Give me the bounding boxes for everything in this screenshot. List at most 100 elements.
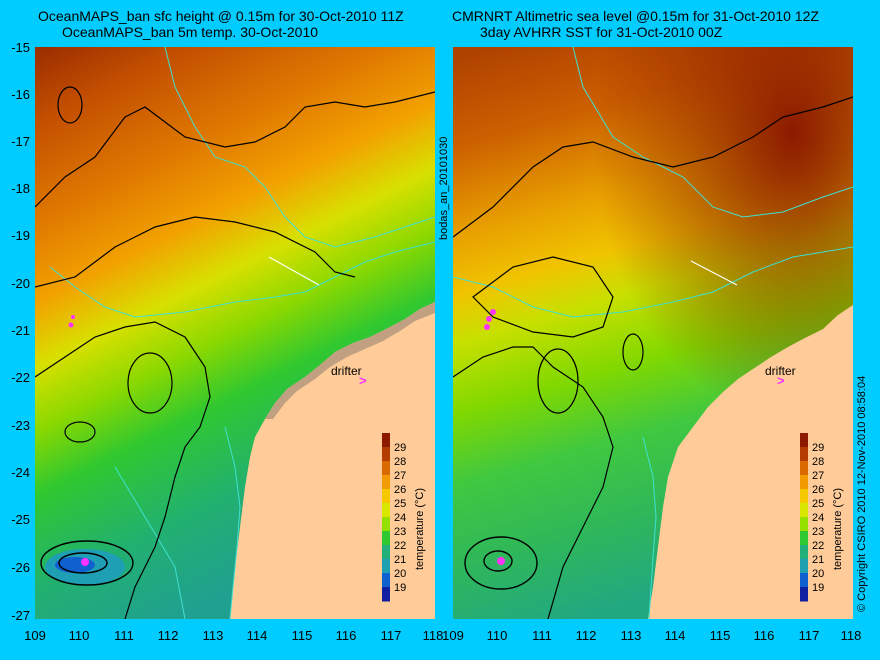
lon-label: 118 — [422, 628, 444, 643]
ssh-contour — [40, 540, 134, 586]
colorbar-swatch — [800, 503, 808, 518]
right-map-svg: drifter > — [453, 47, 853, 619]
left-map-svg: drifter > — [35, 47, 435, 619]
lon-label: 117 — [380, 628, 402, 643]
lon-label: 112 — [157, 628, 179, 643]
colorbar-tick-label: 19 — [394, 582, 406, 594]
lat-label: -23 — [11, 418, 30, 433]
drifter-icon: > — [777, 373, 785, 388]
colorbar-swatch — [800, 489, 808, 504]
colorbar-tick-label: 23 — [394, 526, 406, 538]
left-colorbar-title: temperature (°C) — [414, 487, 426, 570]
colorbar-tick-label: 28 — [812, 456, 824, 468]
float-marker — [486, 316, 492, 322]
drifter-label: drifter — [765, 364, 796, 378]
lat-label: -25 — [11, 512, 30, 527]
colorbar-swatch — [800, 461, 808, 476]
lat-label: -20 — [11, 276, 30, 291]
colorbar-tick-label: 26 — [394, 484, 406, 496]
colorbar-tick-label: 23 — [812, 526, 824, 538]
colorbar-tick-label: 20 — [812, 568, 824, 580]
lon-label: 110 — [486, 628, 508, 643]
colorbar-swatch — [382, 461, 390, 476]
isobath — [49, 241, 435, 318]
float-marker — [68, 322, 74, 328]
colorbar-swatch — [800, 545, 808, 560]
lon-label: 117 — [798, 628, 820, 643]
colorbar-swatch — [800, 587, 808, 602]
coastal-shelf — [265, 302, 435, 419]
lon-label: 111 — [114, 628, 134, 643]
colorbar-tick-label: 26 — [812, 484, 824, 496]
colorbar-swatch — [800, 433, 808, 448]
colorbar-swatch — [382, 503, 390, 518]
lat-label: -22 — [11, 370, 30, 385]
lat-label: -16 — [11, 87, 30, 102]
right-colorbar-title: temperature (°C) — [832, 487, 844, 570]
colorbar-swatch — [800, 447, 808, 462]
lat-label: -17 — [11, 134, 30, 149]
isobath — [572, 47, 853, 218]
left-title-line2: OceanMAPS_ban 5m temp. 30-Oct-2010 — [62, 24, 319, 40]
float-marker — [71, 315, 75, 319]
drifter-icon: > — [359, 373, 367, 388]
lon-label: 113 — [620, 628, 642, 643]
ssh-contour — [472, 256, 614, 338]
lon-label: 109 — [24, 628, 46, 643]
isobath — [114, 466, 186, 619]
lon-label: 110 — [68, 628, 90, 643]
ssh-contour — [35, 321, 211, 619]
lat-label: -27 — [11, 608, 30, 623]
lat-label: -18 — [11, 181, 30, 196]
colorbar-swatch — [382, 475, 390, 490]
lon-label: 114 — [664, 628, 686, 643]
ssh-contour — [537, 348, 579, 414]
colorbar-swatch — [800, 573, 808, 588]
left-map-panel: drifter > — [35, 47, 435, 619]
ssh-contour — [622, 333, 644, 371]
ssh-contour — [64, 421, 96, 443]
isobath — [224, 426, 241, 619]
colorbar-swatch — [382, 489, 390, 504]
isobath — [642, 436, 657, 619]
ssh-contour — [453, 346, 614, 619]
ssh-contour — [127, 352, 173, 414]
colorbar-tick-label: 20 — [394, 568, 406, 580]
float-marker — [497, 557, 505, 565]
colorbar-swatch — [382, 559, 390, 574]
colorbar-swatch — [382, 545, 390, 560]
transect-line — [268, 256, 320, 286]
right-map-panel: drifter > — [453, 47, 853, 619]
lat-label: -15 — [11, 40, 30, 55]
lat-label: -26 — [11, 560, 30, 575]
right-colorbar: 29 28 27 26 25 24 23 22 21 20 19 — [800, 433, 824, 602]
drifter-label: drifter — [331, 364, 362, 378]
ssh-contour — [35, 91, 435, 208]
colorbar-tick-label: 25 — [394, 498, 406, 510]
colorbar-swatch — [382, 433, 390, 448]
colorbar-swatches — [800, 433, 808, 602]
colorbar-swatch — [800, 559, 808, 574]
colorbar-swatch — [800, 475, 808, 490]
isobath — [164, 47, 435, 248]
colorbar-ticks: 29 28 27 26 25 24 23 22 21 20 19 — [812, 442, 824, 594]
colorbar-tick-label: 21 — [394, 554, 406, 566]
colorbar-ticks: 29 28 27 26 25 24 23 22 21 20 19 — [394, 442, 406, 594]
lon-label: 116 — [753, 628, 775, 643]
colorbar-tick-label: 24 — [394, 512, 406, 524]
float-marker — [484, 324, 490, 330]
lon-label: 112 — [575, 628, 597, 643]
lon-label: 115 — [291, 628, 313, 643]
colorbar-swatch — [382, 531, 390, 546]
lat-label: -21 — [11, 323, 30, 338]
colorbar-swatch — [382, 517, 390, 532]
colorbar-swatch — [382, 447, 390, 462]
colorbar-tick-label: 24 — [812, 512, 824, 524]
colorbar-swatch — [800, 517, 808, 532]
lon-label: 114 — [246, 628, 268, 643]
lon-label: 109 — [442, 628, 464, 643]
colorbar-swatches — [382, 433, 390, 602]
colorbar-tick-label: 25 — [812, 498, 824, 510]
colorbar-tick-label: 19 — [812, 582, 824, 594]
isobath — [453, 246, 853, 318]
